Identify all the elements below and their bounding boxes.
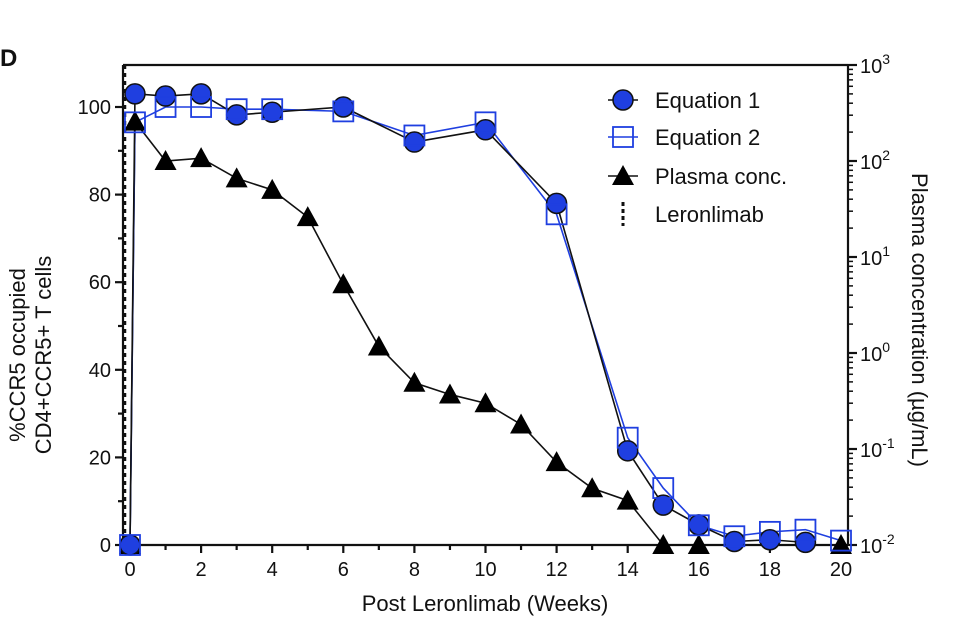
data-point-equation-1 xyxy=(190,83,212,105)
data-point-equation-2 xyxy=(545,203,568,226)
x-tick-label: 20 xyxy=(830,559,852,581)
axes: 0 2 4 6 8 10 12 14 16 18 20 0 20 40 60 80 100 10-2 10-1 100… xyxy=(78,51,895,581)
data-point-plasma-conc- xyxy=(190,147,213,168)
data-point-equation-1 xyxy=(545,192,568,215)
x-tick-label: 12 xyxy=(545,559,567,581)
data-point-plasma-conc- xyxy=(367,335,390,356)
data-point-plasma-conc- xyxy=(154,150,177,170)
data-point-plasma-conc- xyxy=(830,534,852,554)
x-tick-label: 4 xyxy=(267,559,278,581)
data-point-equation-2 xyxy=(474,111,497,134)
data-point-plasma-conc- xyxy=(510,413,533,434)
data-point-plasma-conc- xyxy=(474,392,497,413)
data-point-equation-2 xyxy=(616,426,639,449)
y2-tick-label: 103 xyxy=(860,51,890,78)
x-tick-label: 14 xyxy=(617,559,639,581)
y2-tick-label: 102 xyxy=(860,147,890,174)
panel-label: D xyxy=(0,45,17,72)
y-tick-label: 0 xyxy=(100,535,111,557)
x-tick-label: 2 xyxy=(196,559,207,581)
x-tick-label: 16 xyxy=(688,559,710,581)
data-point-plasma-conc- xyxy=(545,451,568,472)
data-point-equation-2 xyxy=(154,96,177,118)
data-point-equation-2 xyxy=(830,529,852,552)
y2-axis-label: Plasma concentration (µg/mL) xyxy=(907,173,932,467)
data-point-plasma-conc- xyxy=(261,178,284,199)
y-tick-label: 60 xyxy=(89,272,111,294)
legend-label: Equation 2 xyxy=(655,125,760,150)
data-point-plasma-conc- xyxy=(123,110,146,131)
data-point-equation-2 xyxy=(403,124,426,147)
data-point-plasma-conc- xyxy=(438,383,461,404)
data-point-equation-2 xyxy=(124,111,146,134)
data-point-equation-2 xyxy=(723,525,746,548)
data-point-equation-2 xyxy=(652,477,675,499)
series-line-equation-1 xyxy=(129,93,806,546)
y-axis-label-line1: %CCR5 occupied xyxy=(5,268,30,442)
data-point-equation-1 xyxy=(652,494,674,516)
data-point-equation-1 xyxy=(119,534,141,556)
plot-area xyxy=(119,65,852,556)
legend: Equation 1 Equation 2 Plasma conc. Leronlim… xyxy=(608,88,787,227)
data-point-equation-2 xyxy=(794,518,817,541)
x-tick-label: 8 xyxy=(409,559,420,581)
data-point-equation-2 xyxy=(687,514,710,537)
data-point-plasma-conc- xyxy=(296,206,319,227)
legend-label: Leronlimab xyxy=(655,202,764,227)
data-point-equation-2 xyxy=(225,98,248,121)
x-axis-label: Post Leronlimab (Weeks) xyxy=(362,591,609,616)
y-tick-label: 40 xyxy=(89,360,111,382)
data-point-equation-1 xyxy=(403,131,426,153)
data-point-equation-1 xyxy=(688,514,710,536)
data-point-equation-2 xyxy=(261,98,284,121)
data-point-equation-1 xyxy=(124,83,146,105)
y2-tick-label: 101 xyxy=(860,243,890,270)
data-point-plasma-conc- xyxy=(687,534,710,554)
data-point-equation-1 xyxy=(332,96,355,118)
data-point-equation-1 xyxy=(759,528,781,551)
data-point-equation-2 xyxy=(332,100,355,123)
data-point-plasma-conc- xyxy=(616,489,639,510)
data-point-plasma-conc- xyxy=(581,477,604,498)
data-point-equation-1 xyxy=(616,440,639,462)
legend-marker xyxy=(612,165,634,185)
legend-marker xyxy=(612,89,634,111)
y2-tick-label: 10-1 xyxy=(860,435,895,462)
data-point-equation-1 xyxy=(154,85,177,107)
y-axis-label-line2: CD4+CCR5+ T cells xyxy=(31,256,56,454)
legend-marker xyxy=(612,126,634,148)
data-point-equation-1 xyxy=(723,530,746,553)
data-point-equation-1 xyxy=(225,104,248,126)
y-tick-label: 80 xyxy=(89,185,111,207)
data-point-equation-2 xyxy=(119,534,141,556)
data-point-plasma-conc- xyxy=(403,371,426,392)
y-tick-label: 100 xyxy=(78,97,111,119)
legend-label: Plasma conc. xyxy=(655,164,787,189)
data-point-equation-2 xyxy=(190,96,213,118)
data-point-plasma-conc- xyxy=(652,534,675,554)
data-point-equation-2 xyxy=(759,520,781,543)
data-point-equation-1 xyxy=(794,531,817,554)
y-tick-label: 20 xyxy=(89,447,111,469)
x-tick-label: 6 xyxy=(338,559,349,581)
data-point-plasma-conc- xyxy=(332,273,355,294)
data-point-equation-1 xyxy=(474,119,497,141)
y2-tick-label: 100 xyxy=(860,339,890,366)
x-tick-label: 10 xyxy=(474,559,496,581)
x-tick-label: 18 xyxy=(759,559,781,581)
x-tick-label: 0 xyxy=(124,559,135,581)
y2-tick-label: 10-2 xyxy=(860,531,895,558)
legend-label: Equation 1 xyxy=(655,88,760,113)
data-point-plasma-conc- xyxy=(225,167,248,188)
